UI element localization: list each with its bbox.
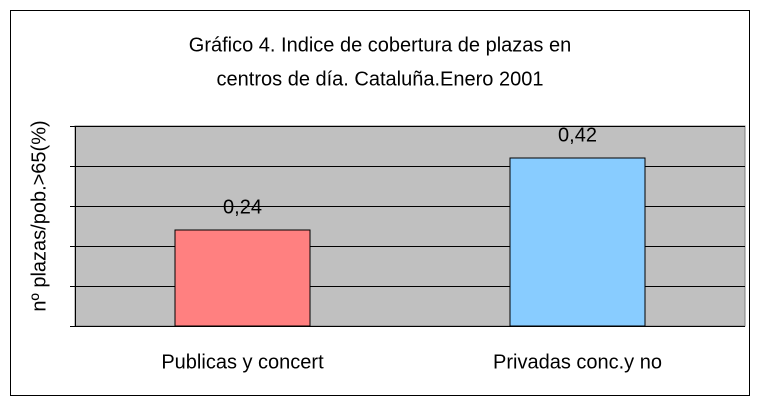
y-axis-label: nº plazas/pob.>65(%) <box>28 120 50 311</box>
chart-title: centros de día. Cataluña.Enero 2001 <box>217 68 544 90</box>
chart-title: Gráfico 4. Indice de cobertura de plazas… <box>189 34 571 56</box>
data-label: 0,24 <box>223 196 262 218</box>
data-label: 0,42 <box>558 124 597 146</box>
x-tick-label: Privadas conc.y no <box>493 351 662 373</box>
bar <box>174 229 311 327</box>
bar <box>509 157 646 327</box>
x-tick-label: Publicas y concert <box>161 351 324 373</box>
